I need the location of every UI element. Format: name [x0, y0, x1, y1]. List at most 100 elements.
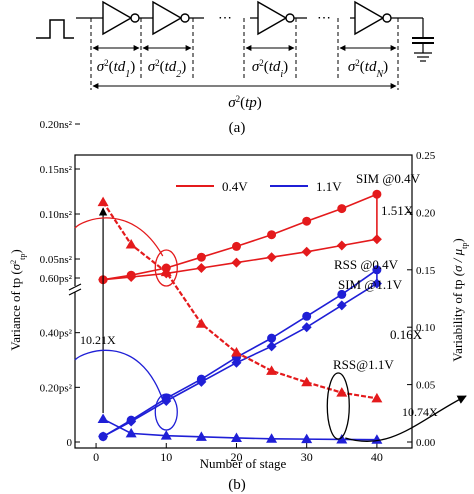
- data-point-2-6: [302, 311, 312, 321]
- panel-a-label: (a): [229, 120, 246, 136]
- x-tick-label: 30: [301, 450, 313, 464]
- data-point-3-6: [301, 322, 312, 333]
- x-axis-label: Number of stage: [200, 456, 287, 471]
- panel-b-label: (b): [228, 477, 246, 493]
- data-point-0-4: [231, 241, 241, 251]
- plot-frame: [74, 154, 413, 449]
- y-tick-label-left: 0.20ps²: [40, 382, 73, 394]
- stage-boundaries: [90, 18, 399, 90]
- data-point-0-5: [267, 230, 277, 240]
- data-point-2-7: [337, 289, 347, 299]
- y-tick-label-right: 0.15: [416, 265, 436, 277]
- pointer-red: [74, 217, 164, 257]
- data-point-1-7: [336, 240, 347, 251]
- data-point-0-3: [196, 252, 206, 262]
- annotation-10-21x: 10.21X: [80, 333, 116, 347]
- y-tick-label-right: 0.05: [416, 380, 436, 392]
- data-point-4-6: [301, 376, 313, 387]
- y-tick-label-left: 0: [67, 437, 73, 449]
- data-point-3-8: [371, 278, 382, 289]
- y-axis-label-right: Variability of tp (σ / μtp): [450, 238, 469, 362]
- x-tick-label: 0: [93, 450, 99, 464]
- data-point-5-4: [230, 432, 242, 442]
- inverter-i-icon: [257, 0, 295, 36]
- data-point-4-2: [160, 266, 172, 277]
- annotation-sim-04v: SIM @0.4V: [356, 171, 421, 186]
- data-point-3-7: [336, 300, 347, 311]
- annotation-1-51x: 1.51X: [381, 203, 414, 218]
- data-point-5-0: [97, 413, 109, 424]
- data-point-0-7: [337, 204, 347, 214]
- data-point-4-7: [336, 387, 348, 397]
- y-tick-label-left: 0.05ns²: [40, 254, 73, 266]
- highlight-ellipse-blue: [154, 393, 178, 431]
- legend-label-04v: 0.4V: [222, 179, 248, 194]
- highlight-ellipse-red: [154, 249, 178, 287]
- data-point-5-5: [266, 433, 278, 443]
- inverter-n-icon: [354, 0, 392, 36]
- y-tick-label-left: 0.20ns²: [40, 119, 73, 131]
- data-point-1-5: [266, 252, 277, 263]
- annotation-0-16x: 0.16X: [390, 327, 423, 342]
- data-point-3-0: [98, 431, 109, 442]
- y-tick-label-left: 0.60ps²: [40, 273, 73, 285]
- load-capacitor-icon: [412, 18, 434, 62]
- annotation-rss-11v: RSS@1.1V: [333, 357, 394, 372]
- data-point-2-8: [372, 265, 382, 275]
- inverter-1-icon: [102, 0, 140, 36]
- data-point-4-3: [195, 318, 207, 328]
- data-point-1-1: [126, 272, 137, 282]
- y-tick-label-left: 0.15ns²: [40, 164, 73, 176]
- data-point-1-6: [301, 246, 312, 257]
- data-point-4-5: [266, 365, 278, 375]
- y-tick-label-left: 0.40ps²: [40, 328, 73, 340]
- annotation-sim-11v: SIM @1.1V: [338, 277, 403, 292]
- legend: 0.4V 1.1V: [176, 179, 342, 194]
- input-pulse-icon: [36, 19, 74, 39]
- inverter-2-icon: [152, 0, 190, 36]
- series-line-5: [102, 418, 377, 441]
- x-tick-label: 10: [160, 450, 172, 464]
- ellipsis-2: ⋯: [317, 11, 331, 26]
- data-point-1-8: [371, 234, 382, 245]
- svg-text:Variability of tp (σ / μtp): Variability of tp (σ / μtp): [450, 238, 469, 362]
- data-point-1-4: [231, 257, 242, 268]
- variance-chart: 0 10 20 30 40 0.05ns² 0.10ns² 0.15ns² 0.20ns² 0 0.…: [8, 119, 469, 493]
- delay-variance-label-2: σ2(td2): [148, 58, 187, 80]
- svg-text:Variance of tp (σ2tp): Variance of tp (σ2tp): [8, 249, 27, 351]
- pointer-blue: [74, 349, 164, 401]
- y-tick-label-right: 0.25: [416, 150, 436, 162]
- data-point-3-2: [161, 396, 172, 406]
- data-point-5-7: [336, 433, 348, 444]
- data-point-4-0: [97, 196, 109, 207]
- delay-variance-label-3: σ2(tdi): [252, 58, 288, 80]
- inverter-chain-schematic: ⋯ ⋯: [36, 0, 434, 136]
- y-tick-label-right: 0.10: [416, 322, 436, 334]
- data-point-4-8: [371, 392, 383, 403]
- total-variance-label: σ2(tp): [228, 94, 262, 111]
- y-tick-label-right: 0.00: [416, 437, 436, 449]
- y-tick-label-right: 0.20: [416, 207, 436, 219]
- data-point-2-5: [267, 333, 277, 343]
- data-point-5-1: [125, 427, 137, 438]
- delay-variance-label-1: σ2(td1): [97, 58, 136, 80]
- data-point-0-6: [302, 216, 312, 226]
- delay-variance-label-4: σ2(tdN): [348, 58, 388, 80]
- y-axis-label-left: Variance of tp (σ2tp): [8, 249, 27, 351]
- y-tick-label-left: 0.10ns²: [40, 209, 73, 221]
- x-tick-label: 20: [230, 450, 242, 464]
- pointer-black: [345, 395, 467, 443]
- annotation-10-74x: 10.74X: [402, 405, 438, 419]
- x-tick-label: 40: [371, 450, 383, 464]
- highlight-ellipse-black: [326, 372, 350, 440]
- data-point-1-3: [196, 263, 207, 273]
- data-point-5-6: [301, 433, 313, 444]
- data-point-0-8: [372, 189, 382, 199]
- data-point-5-3: [195, 431, 207, 441]
- legend-label-11v: 1.1V: [316, 179, 342, 194]
- data-point-3-4: [231, 357, 242, 368]
- data-point-3-3: [196, 376, 207, 387]
- data-point-4-1: [125, 239, 137, 249]
- delay-arrows: [92, 45, 397, 89]
